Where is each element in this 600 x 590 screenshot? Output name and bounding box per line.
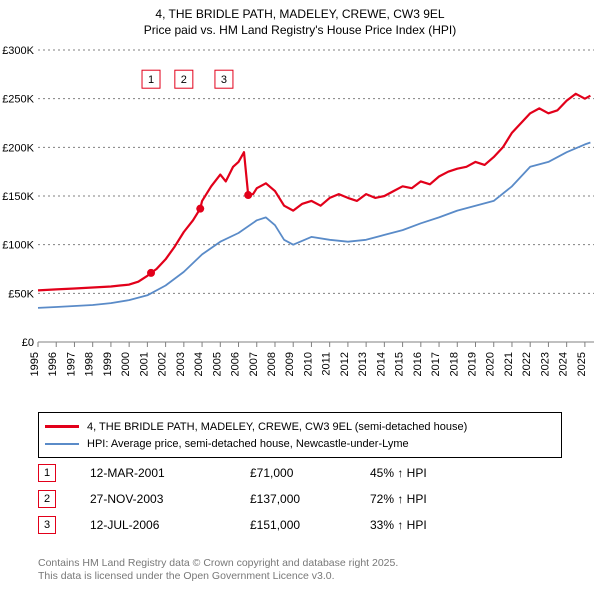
callout-date: 12-MAR-2001 (90, 466, 250, 480)
svg-text:2010: 2010 (302, 352, 314, 376)
legend-label: HPI: Average price, semi-detached house,… (87, 438, 409, 450)
callout-table: 1 12-MAR-2001£71,00045% ↑ HPI 2 27-NOV-2003… (38, 460, 562, 538)
chart-title: 4, THE BRIDLE PATH, MADELEY, CREWE, CW3 … (0, 0, 600, 42)
callout-price: £137,000 (250, 492, 370, 506)
svg-text:1999: 1999 (102, 352, 114, 376)
svg-text:2025: 2025 (576, 352, 588, 376)
svg-text:2003: 2003 (175, 352, 187, 376)
chart-svg: £0 £50K £100K £150K £200K £250K £300K 1995 1996 1… (0, 42, 600, 402)
svg-text:2007: 2007 (248, 352, 260, 376)
legend-swatch (45, 425, 79, 428)
svg-text:2012: 2012 (339, 352, 351, 376)
callout-row: 3 12-JUL-2006£151,00033% ↑ HPI (38, 512, 562, 538)
callout-badge: 3 (38, 516, 56, 534)
footer-attribution: Contains HM Land Registry data © Crown c… (38, 557, 398, 584)
svg-text:1997: 1997 (65, 352, 77, 376)
callout-date: 27-NOV-2003 (90, 492, 250, 506)
svg-text:2013: 2013 (357, 352, 369, 376)
svg-text:2015: 2015 (394, 352, 406, 376)
svg-text:£50K: £50K (8, 288, 34, 300)
svg-text:2: 2 (181, 74, 187, 86)
legend-item: HPI: Average price, semi-detached house,… (45, 435, 555, 452)
svg-text:£150K: £150K (2, 191, 34, 203)
legend-swatch (45, 443, 79, 445)
footer-line-1: Contains HM Land Registry data © Crown c… (38, 557, 398, 571)
callout-pct: 45% ↑ HPI (370, 466, 562, 480)
svg-text:2004: 2004 (193, 352, 205, 376)
svg-text:2021: 2021 (503, 352, 515, 376)
svg-text:1995: 1995 (29, 352, 41, 376)
svg-text:2014: 2014 (375, 352, 387, 376)
svg-text:1996: 1996 (47, 352, 59, 376)
title-line-1: 4, THE BRIDLE PATH, MADELEY, CREWE, CW3 … (10, 6, 590, 22)
svg-text:£200K: £200K (2, 142, 34, 154)
svg-text:2000: 2000 (120, 352, 132, 376)
svg-text:2022: 2022 (521, 352, 533, 376)
legend: 4, THE BRIDLE PATH, MADELEY, CREWE, CW3 … (38, 412, 562, 458)
chart-area: £0 £50K £100K £150K £200K £250K £300K 1995 1996 1… (0, 42, 600, 402)
svg-text:£250K: £250K (2, 94, 34, 106)
svg-text:2016: 2016 (412, 352, 424, 376)
callout-badge: 1 (38, 464, 56, 482)
svg-text:2006: 2006 (230, 352, 242, 376)
svg-text:2008: 2008 (266, 352, 278, 376)
svg-text:3: 3 (221, 74, 227, 86)
svg-text:1998: 1998 (84, 352, 96, 376)
svg-text:2005: 2005 (211, 352, 223, 376)
footer-line-2: This data is licensed under the Open Gov… (38, 570, 398, 584)
svg-text:1: 1 (148, 74, 154, 86)
callout-pct: 33% ↑ HPI (370, 518, 562, 532)
svg-text:2018: 2018 (448, 352, 460, 376)
callout-row: 2 27-NOV-2003£137,00072% ↑ HPI (38, 486, 562, 512)
callout-pct: 72% ↑ HPI (370, 492, 562, 506)
svg-text:2017: 2017 (430, 352, 442, 376)
title-line-2: Price paid vs. HM Land Registry's House … (10, 22, 590, 38)
callout-row: 1 12-MAR-2001£71,00045% ↑ HPI (38, 460, 562, 486)
svg-text:2023: 2023 (539, 352, 551, 376)
svg-text:£100K: £100K (2, 240, 34, 252)
svg-text:2009: 2009 (284, 352, 296, 376)
callout-price: £151,000 (250, 518, 370, 532)
legend-label: 4, THE BRIDLE PATH, MADELEY, CREWE, CW3 … (87, 421, 467, 433)
svg-text:2020: 2020 (485, 352, 497, 376)
callout-badge: 2 (38, 490, 56, 508)
callout-price: £71,000 (250, 466, 370, 480)
svg-text:2024: 2024 (558, 352, 570, 376)
svg-text:2001: 2001 (138, 352, 150, 376)
callout-date: 12-JUL-2006 (90, 518, 250, 532)
svg-text:2002: 2002 (157, 352, 169, 376)
svg-text:£0: £0 (22, 337, 34, 349)
svg-text:£300K: £300K (2, 45, 34, 57)
svg-text:2019: 2019 (467, 352, 479, 376)
legend-item: 4, THE BRIDLE PATH, MADELEY, CREWE, CW3 … (45, 418, 555, 435)
svg-text:2011: 2011 (321, 352, 333, 376)
